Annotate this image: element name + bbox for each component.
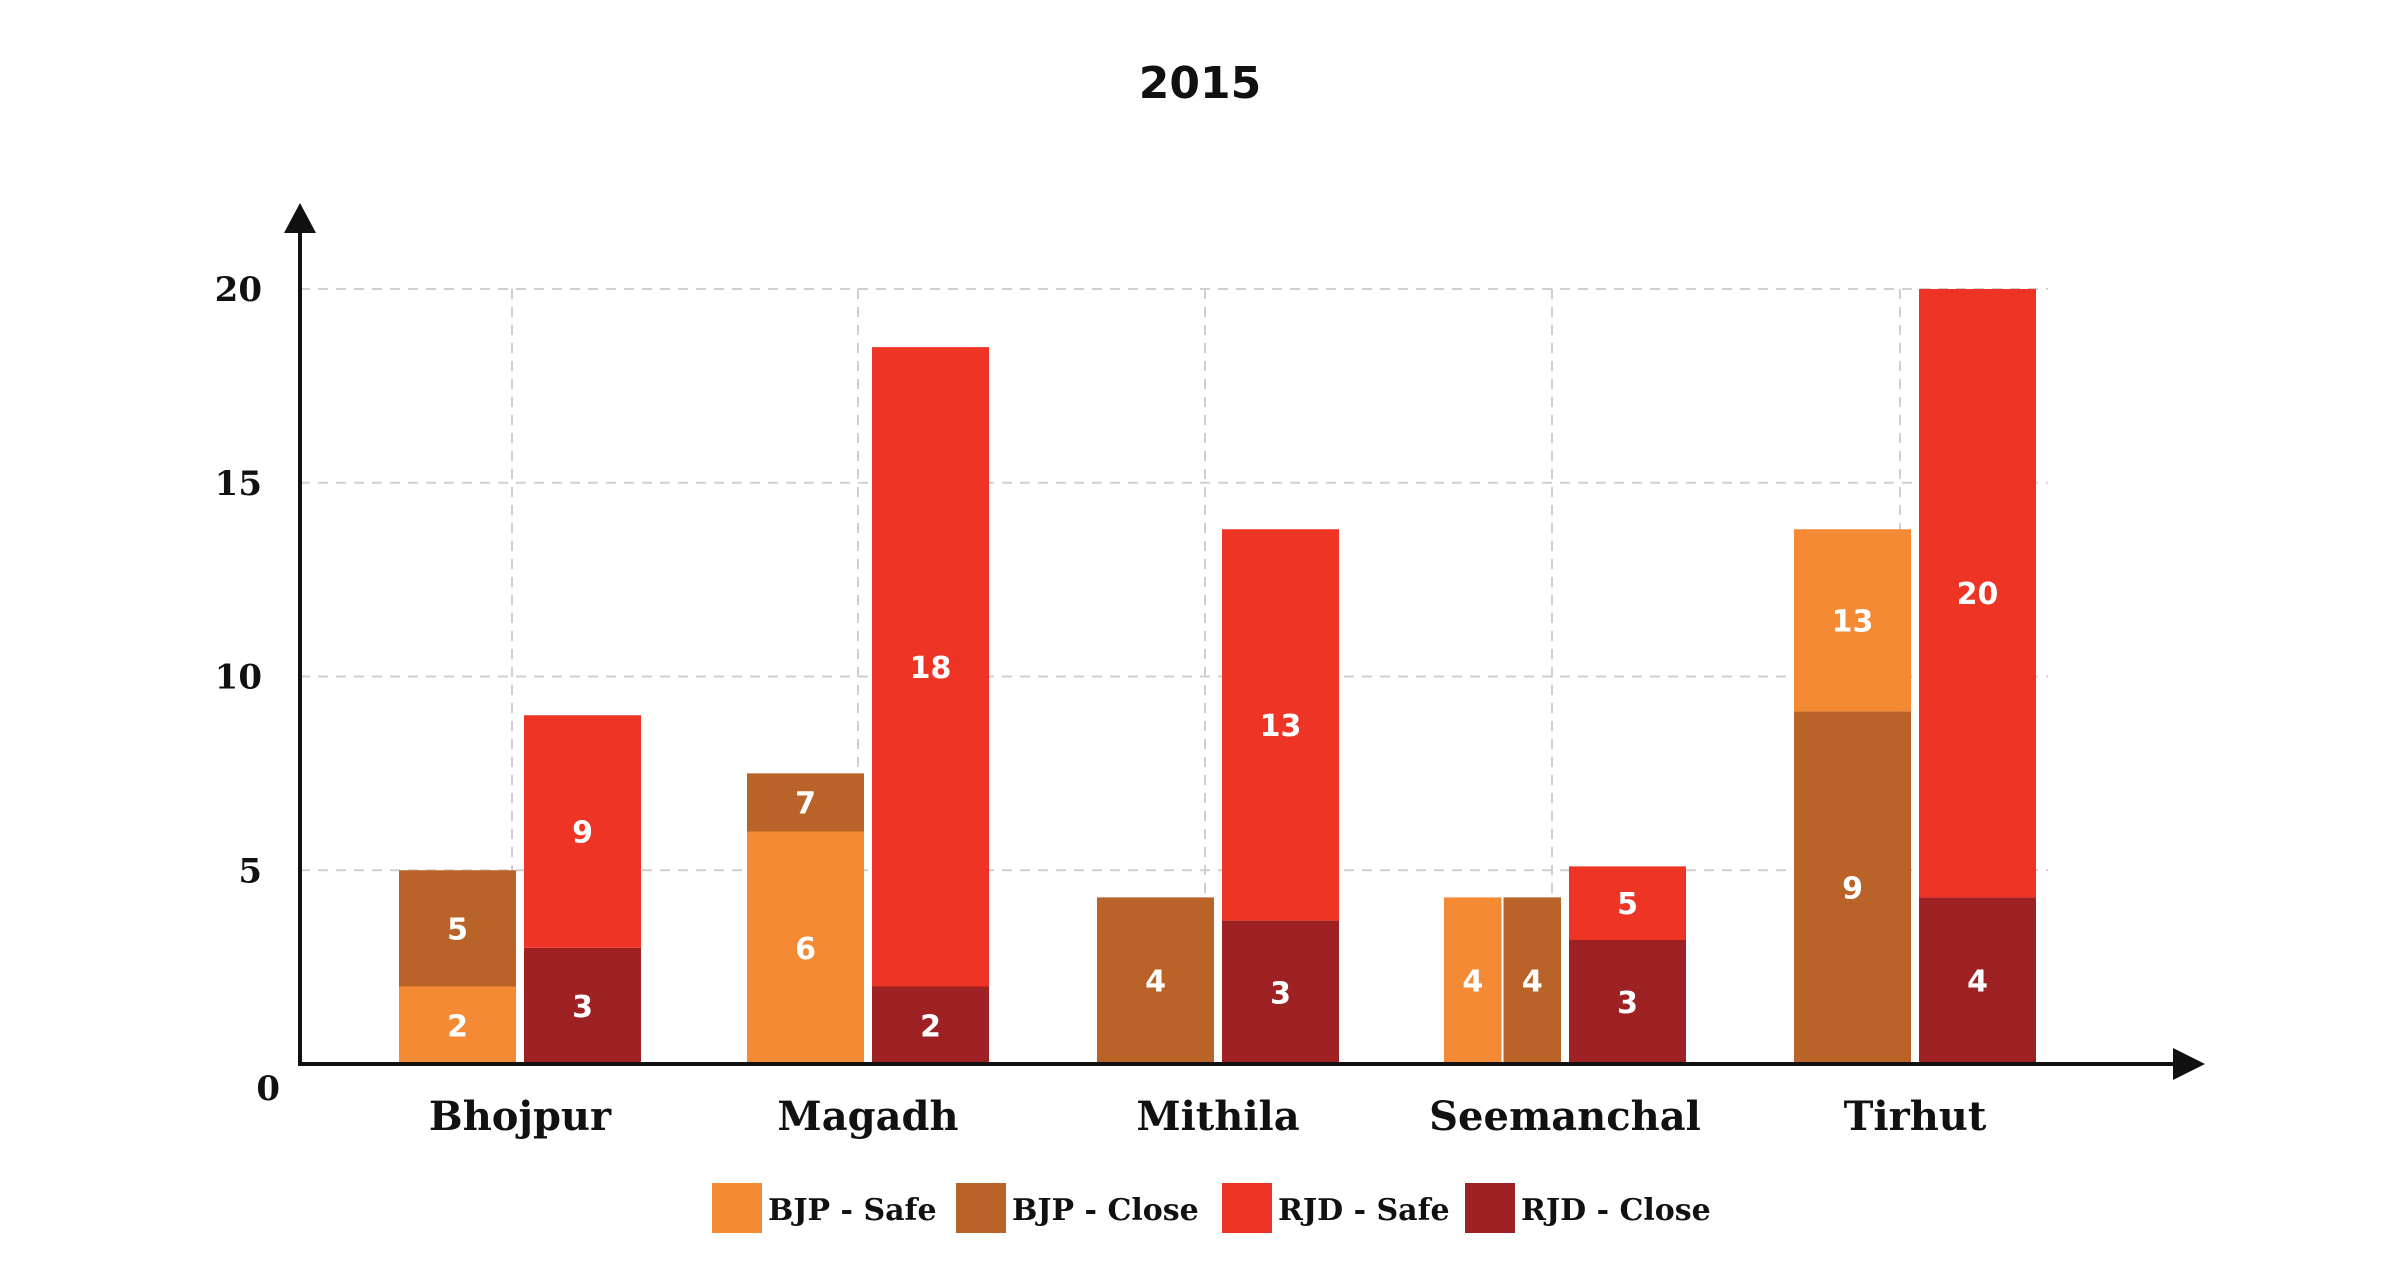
legend-label-bjp-safe: BJP - Safe	[768, 1193, 937, 1228]
legend-swatch-bjp-close	[956, 1183, 1006, 1233]
bar-seemanchal-rjd-safe	[1569, 866, 1686, 940]
tick-labels: 0 5 10 15 20 Bhojpur Magadh Mithila Seemanchal Ti…	[215, 270, 1987, 1140]
legend-label-rjd-safe: RJD - Safe	[1278, 1193, 1450, 1228]
legend-swatch-bjp-safe	[712, 1183, 762, 1233]
data-label-magadh-bjp-safe: 6	[795, 932, 816, 967]
chart-title: 2015	[1139, 58, 1261, 109]
data-label-seemanchal-rjd-close: 3	[1617, 986, 1638, 1021]
data-label-seemanchal-bjp-safe: 4	[1462, 965, 1483, 1000]
bar-bhojpur-rjd-close	[524, 947, 641, 1064]
data-label-magadh-rjd-safe: 18	[910, 651, 952, 686]
bar-mithila-rjd-close	[1222, 920, 1339, 1064]
data-label-mithila-bjp-close: 4	[1145, 965, 1166, 1000]
data-label-seemanchal-bjp-close: 4	[1522, 965, 1543, 1000]
axes	[284, 203, 2205, 1080]
data-label-mithila-rjd-safe: 13	[1260, 709, 1302, 744]
data-label-tirhut-bjp-safe: 13	[1832, 604, 1874, 639]
legend-label-bjp-close: BJP - Close	[1012, 1193, 1199, 1228]
data-label-magadh-bjp-close: 7	[795, 786, 816, 821]
bar-seemanchal-rjd-close	[1569, 940, 1686, 1064]
data-label-tirhut-rjd-close: 4	[1967, 965, 1988, 1000]
data-label-tirhut-bjp-close: 9	[1842, 872, 1863, 907]
bar-tirhut-bjp-close	[1794, 711, 1911, 1064]
bar-mithila-rjd-safe	[1222, 529, 1339, 921]
legend-swatch-rjd-close	[1465, 1183, 1515, 1233]
bar-tirhut-rjd-close	[1919, 897, 2036, 1064]
bar-seemanchal-bjp-safe	[1444, 897, 1502, 1064]
bar-magadh-bjp-close	[747, 773, 864, 832]
bar-bhojpur-rjd-safe	[524, 715, 641, 948]
grid-lines	[300, 288, 2048, 1064]
x-tick-label-bhojpur: Bhojpur	[429, 1093, 612, 1140]
y-tick-label-15: 15	[215, 464, 262, 504]
x-tick-label-mithila: Mithila	[1136, 1093, 1299, 1140]
y-tick-label-0: 0	[256, 1069, 280, 1109]
bar-magadh-rjd-safe	[872, 347, 989, 987]
data-label-tirhut-rjd-safe: 20	[1957, 577, 1999, 612]
x-tick-label-tirhut: Tirhut	[1844, 1093, 1987, 1140]
y-tick-label-20: 20	[215, 270, 262, 310]
legend-swatch-rjd-safe	[1222, 1183, 1272, 1233]
bars: 2 5 3 9 6 7 2 18 4 3 13 4 4 3 5 9 13 4 20	[399, 289, 2036, 1064]
y-tick-label-10: 10	[215, 658, 262, 698]
legend-label-rjd-close: RJD - Close	[1521, 1193, 1711, 1228]
legend: BJP - Safe BJP - Close RJD - Safe RJD - Clo…	[712, 1183, 1711, 1233]
bar-tirhut-rjd-safe	[1919, 289, 2036, 898]
data-label-mithila-rjd-close: 3	[1270, 976, 1291, 1011]
x-tick-label-magadh: Magadh	[777, 1093, 958, 1140]
bar-tirhut-bjp-safe	[1794, 529, 1911, 712]
bar-mithila-bjp-close	[1097, 897, 1214, 1064]
data-label-bhojpur-rjd-safe: 9	[572, 816, 593, 851]
y-axis-arrow	[284, 203, 316, 233]
y-tick-label-5: 5	[238, 851, 262, 891]
data-label-bhojpur-bjp-close: 5	[447, 912, 468, 947]
bar-magadh-rjd-close	[872, 986, 989, 1064]
data-label-magadh-rjd-close: 2	[920, 1009, 941, 1044]
bar-bhojpur-bjp-safe	[399, 986, 516, 1064]
x-axis-arrow	[2173, 1048, 2205, 1080]
data-label-seemanchal-rjd-safe: 5	[1617, 887, 1638, 922]
x-tick-label-seemanchal: Seemanchal	[1429, 1093, 1701, 1140]
data-label-bhojpur-rjd-close: 3	[572, 990, 593, 1025]
bar-magadh-bjp-safe	[747, 831, 864, 1064]
bar-seemanchal-bjp-close	[1503, 897, 1561, 1064]
data-label-bhojpur-bjp-safe: 2	[447, 1009, 468, 1044]
bar-bhojpur-bjp-close	[399, 870, 516, 987]
